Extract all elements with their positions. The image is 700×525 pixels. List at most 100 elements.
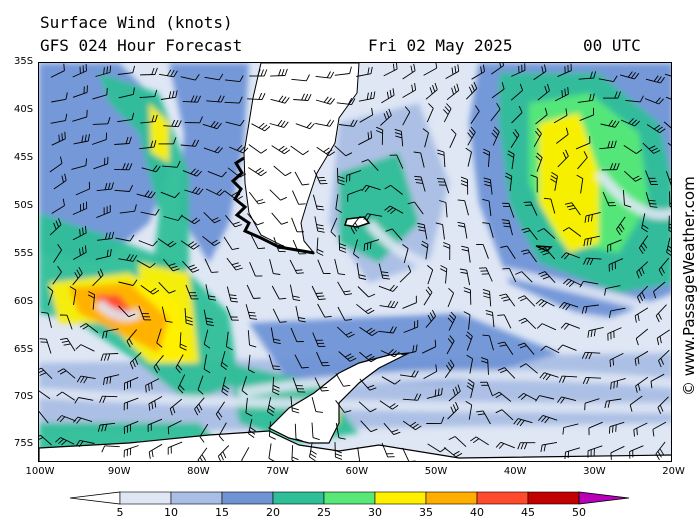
wind-barb-feather [391, 429, 399, 433]
wind-barb-feather [151, 67, 155, 75]
wind-barb [476, 410, 491, 425]
wind-barb-feather [499, 293, 507, 297]
wind-barb-staff [400, 131, 404, 147]
wind-barb-feather [658, 269, 663, 276]
wind-barb-feather [39, 436, 44, 440]
wind-barb-staff [658, 349, 670, 361]
wind-barb-staff [533, 70, 547, 81]
wind-barb-feather [376, 126, 383, 131]
wind-barb-feather [330, 98, 335, 105]
wind-barb-staff [184, 308, 187, 324]
wind-barb-feather [587, 215, 590, 223]
wind-barb-feather [471, 84, 475, 91]
wind-barb [250, 235, 266, 250]
wind-barb [226, 286, 238, 303]
wind-barb-feather [444, 106, 450, 113]
wind-barb-feather [147, 191, 153, 198]
wind-barb-feather [338, 437, 346, 440]
wind-barb-feather [447, 338, 453, 345]
wind-barb [294, 171, 310, 186]
wind-barb [118, 253, 138, 262]
wind-barb-feather [512, 131, 518, 139]
wind-barb-feather [392, 326, 397, 334]
wind-barb [610, 377, 626, 390]
wind-barb-staff [316, 351, 324, 366]
legend-tick-label: 35 [419, 506, 433, 519]
wind-barb-feather [564, 202, 572, 205]
wind-barb-feather [483, 295, 491, 299]
wind-barb-feather [375, 130, 383, 134]
wind-barb [162, 160, 181, 168]
wind-barb [358, 91, 376, 102]
wind-barb-feather [543, 197, 551, 200]
wind-barb-feather [656, 76, 662, 83]
wind-barb-feather [222, 387, 229, 393]
wind-barb-feather [309, 456, 316, 461]
wind-barb-staff [623, 170, 636, 182]
lat-tick-label: 65S [14, 344, 34, 355]
wind-barb [581, 304, 599, 314]
wind-barb-feather [447, 362, 453, 369]
wind-barb-feather [617, 91, 621, 99]
wind-barb-staff [399, 374, 415, 378]
wind-barb-staff [49, 224, 62, 236]
wind-barb-staff [227, 167, 240, 178]
wind-barb [72, 201, 88, 215]
wind-barb-staff [347, 189, 362, 196]
wind-barb [577, 151, 588, 170]
wind-barb-staff [220, 350, 226, 366]
wind-barb-feather [203, 343, 211, 349]
wind-barb [446, 83, 460, 101]
wind-barb-staff [600, 123, 616, 128]
wind-barb-feather [413, 151, 421, 154]
wind-barb [311, 285, 326, 300]
wind-barb [291, 190, 306, 205]
wind-barb-feather [151, 450, 154, 458]
landmass [39, 63, 671, 461]
wind-barb-staff [402, 420, 416, 431]
wind-barb-feather [64, 131, 66, 139]
wind-barb-staff [175, 354, 184, 368]
wind-barb [579, 280, 599, 288]
wind-barb [482, 198, 492, 216]
wind-barb-staff [620, 119, 635, 127]
wind-barb-staff [311, 285, 320, 300]
wind-barb-staff [535, 114, 548, 125]
wind-barb-feather [326, 119, 331, 126]
wind-barb-feather [412, 345, 415, 353]
wind-barb-feather [659, 448, 664, 455]
wind-barb-feather [539, 372, 545, 379]
wind-barb-feather [273, 368, 281, 371]
wind-barb-feather [129, 362, 134, 370]
wind-barb-staff [203, 329, 209, 345]
wind-barb-feather [642, 224, 649, 229]
wind-barb-feather [390, 300, 395, 308]
wind-barb-staff [637, 285, 649, 298]
wind-barb [603, 91, 621, 99]
wind-barb-feather [608, 119, 614, 127]
wind-barb-feather [564, 253, 570, 260]
wind-barb-feather [562, 227, 570, 232]
wind-barb-feather [495, 441, 502, 448]
wind-barb-staff [420, 176, 426, 192]
wind-barb-staff [629, 395, 643, 406]
wind-barb-feather [278, 95, 284, 102]
wind-barb-feather [540, 345, 547, 352]
wind-barb-feather [267, 408, 275, 413]
wind-barb-staff [291, 445, 294, 461]
wind-barb [510, 129, 520, 149]
wind-barb-feather [446, 103, 452, 110]
wind-barb [459, 268, 471, 286]
wind-barb [359, 351, 378, 363]
wind-barb-feather [211, 217, 219, 221]
wind-barb-feather [451, 67, 454, 75]
wind-barb-feather [272, 388, 280, 392]
wind-barb-feather [214, 146, 220, 153]
wind-barb-feather [610, 452, 612, 460]
wind-barb-feather [279, 321, 287, 323]
wind-barb-staff [91, 139, 107, 145]
wind-barb [427, 265, 434, 285]
wind-barb-staff [579, 114, 594, 122]
wind-barb-staff [665, 96, 671, 100]
wind-barb [359, 326, 378, 336]
